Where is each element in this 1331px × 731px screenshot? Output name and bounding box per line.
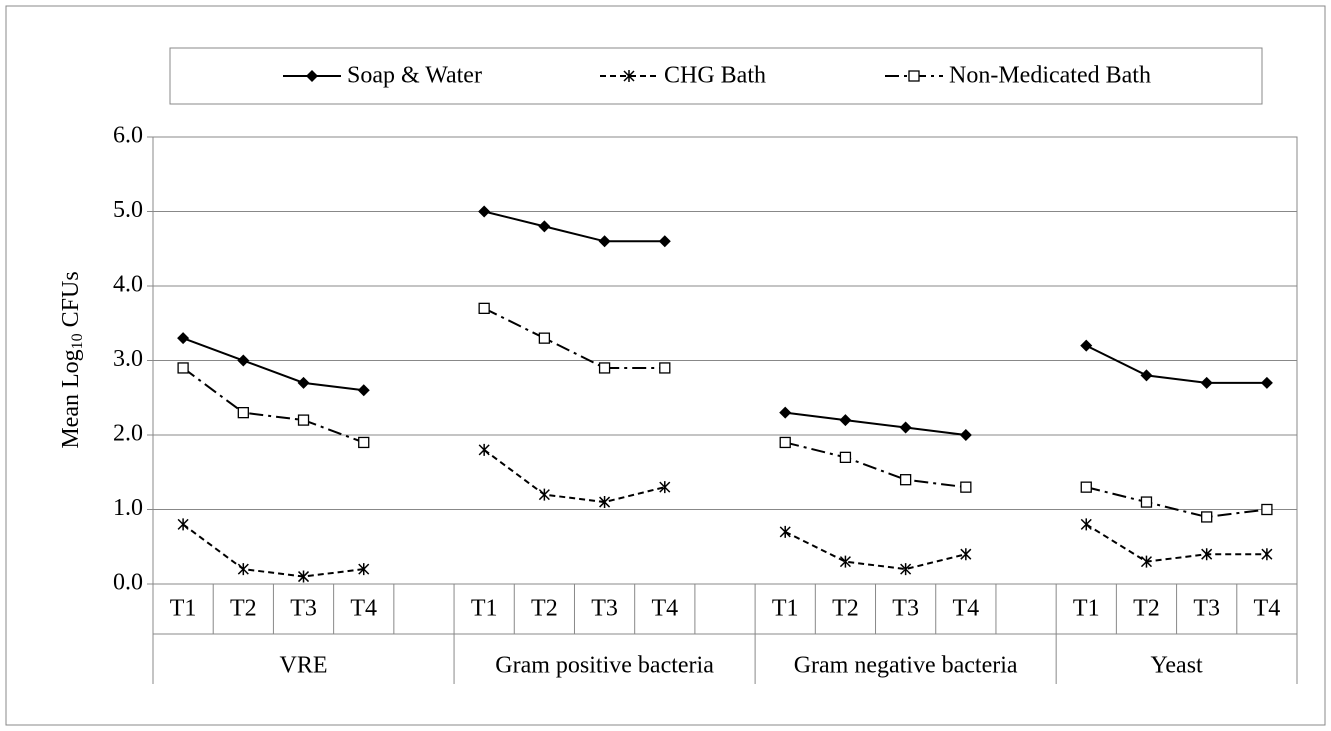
marker-asterisk <box>1140 555 1153 568</box>
x-tick-label: T3 <box>1193 596 1220 622</box>
legend-label: CHG Bath <box>664 63 766 89</box>
series-line <box>182 449 1267 578</box>
marker-diamond <box>237 354 250 367</box>
plot-area <box>152 136 1298 585</box>
marker-square <box>960 481 972 493</box>
marker-asterisk <box>623 70 635 82</box>
marker-square <box>779 436 791 449</box>
marker-diamond <box>538 220 551 233</box>
marker-square <box>177 362 189 374</box>
marker-asterisk <box>960 548 972 561</box>
marker-square <box>297 414 310 426</box>
x-tick-label: T4 <box>953 596 980 622</box>
x-tick-label: T3 <box>290 596 317 622</box>
series-line <box>182 210 1267 436</box>
marker-asterisk <box>599 496 611 509</box>
marker-asterisk <box>1261 548 1273 561</box>
x-tick-label: T4 <box>350 596 377 622</box>
series-line <box>182 307 1268 518</box>
x-tick-label: T2 <box>531 596 558 622</box>
marker-square <box>1201 511 1213 523</box>
x-tick-label: T2 <box>1133 596 1160 622</box>
x-tick-label: T1 <box>471 596 498 622</box>
marker-diamond <box>478 205 491 218</box>
marker-asterisk <box>358 563 370 576</box>
marker-square <box>598 362 611 374</box>
marker-square <box>237 406 249 419</box>
marker-asterisk <box>237 563 249 576</box>
y-tick-label: 3.0 <box>113 346 143 372</box>
marker-diamond <box>598 235 611 248</box>
group-label: Gram positive bacteria <box>495 653 714 679</box>
marker-square <box>899 474 912 486</box>
marker-square <box>908 70 920 82</box>
marker-diamond <box>1080 339 1093 352</box>
y-tick-label: 5.0 <box>113 197 143 223</box>
marker-asterisk <box>779 525 791 538</box>
marker-square <box>839 451 852 464</box>
marker-asterisk <box>900 563 912 576</box>
marker-square <box>1080 481 1092 493</box>
x-tick-label: T1 <box>170 596 197 622</box>
marker-diamond <box>959 429 972 441</box>
group-label: Yeast <box>1150 653 1203 679</box>
marker-diamond <box>306 70 318 82</box>
legend-box <box>169 47 1263 105</box>
marker-diamond <box>1200 376 1213 389</box>
x-tick-label: T2 <box>230 596 257 622</box>
x-tick-label: T4 <box>651 596 678 622</box>
marker-square <box>1140 496 1153 508</box>
marker-square <box>478 302 490 315</box>
marker-asterisk <box>839 555 851 568</box>
marker-diamond <box>839 414 852 427</box>
y-label-suffix: CFUs <box>58 271 84 333</box>
marker-asterisk <box>538 488 550 501</box>
group-label: VRE <box>280 653 328 679</box>
x-tick-label: T1 <box>1073 596 1100 622</box>
y-tick-label: 1.0 <box>113 495 143 521</box>
marker-square <box>358 436 370 449</box>
marker-diamond <box>658 235 671 248</box>
marker-square <box>1261 503 1273 516</box>
marker-diamond <box>899 421 912 434</box>
marker-diamond <box>357 384 370 397</box>
marker-square <box>659 362 671 374</box>
marker-asterisk <box>297 570 310 583</box>
marker-diamond <box>1260 376 1273 389</box>
x-tick-label: T1 <box>772 596 799 622</box>
y-axis-label: Mean Log10 CFUs <box>58 271 86 448</box>
y-tick-label: 4.0 <box>113 272 143 298</box>
y-tick-label: 0.0 <box>113 570 143 596</box>
marker-asterisk <box>478 443 490 456</box>
marker-diamond <box>297 376 310 389</box>
legend-label: Non-Medicated Bath <box>949 63 1151 89</box>
y-label-sub: 10 <box>69 333 86 349</box>
x-tick-label: T3 <box>591 596 618 622</box>
marker-asterisk <box>659 481 671 494</box>
legend-label: Soap & Water <box>347 63 482 89</box>
x-tick-label: T2 <box>832 596 859 622</box>
group-label: Gram negative bacteria <box>794 653 1018 679</box>
y-tick-label: 2.0 <box>113 421 143 447</box>
x-tick-label: T3 <box>892 596 919 622</box>
x-tick-label: T4 <box>1254 596 1281 622</box>
y-tick-label: 6.0 <box>113 123 143 149</box>
y-label-text: Mean Log <box>58 349 84 448</box>
marker-square <box>538 332 551 344</box>
marker-diamond <box>779 406 792 419</box>
marker-asterisk <box>1201 548 1213 561</box>
marker-asterisk <box>1080 518 1092 531</box>
marker-asterisk <box>177 518 189 531</box>
marker-diamond <box>1140 369 1153 382</box>
marker-diamond <box>177 332 190 345</box>
